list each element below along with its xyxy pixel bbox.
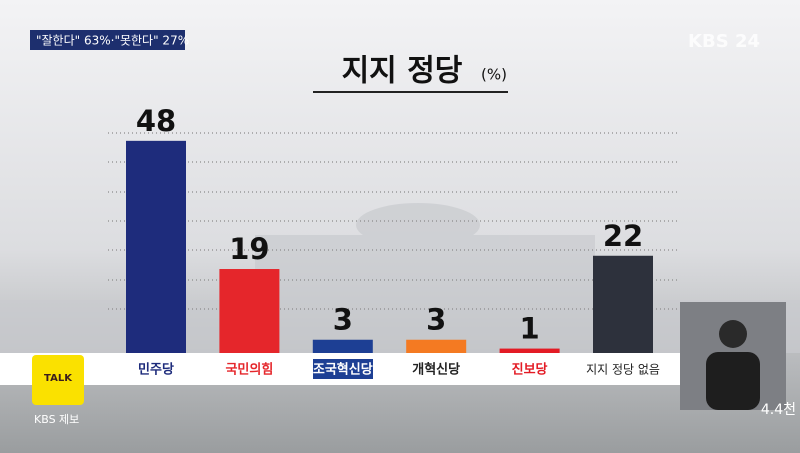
category-label: 민주당 xyxy=(138,362,174,378)
category-label: 진보당 xyxy=(512,362,548,378)
caption-box xyxy=(30,30,185,50)
unit: (%) xyxy=(481,66,507,84)
value-label: 22 xyxy=(603,219,643,253)
bar xyxy=(219,269,280,353)
value-label: 48 xyxy=(136,104,176,138)
bar xyxy=(406,339,467,353)
tip-text: KBS 제보 xyxy=(34,413,79,426)
category-label: 개혁신당 xyxy=(412,362,460,378)
views: 4.4천 xyxy=(761,402,796,418)
bar xyxy=(593,255,653,353)
dotted-lines xyxy=(108,132,680,310)
category-label: 조국혁신당 xyxy=(313,362,373,378)
label-box xyxy=(313,359,373,379)
category-label: 국민의힘 xyxy=(225,362,273,378)
value-label: 3 xyxy=(426,303,446,337)
bar xyxy=(126,140,186,353)
chart-title: 지지 정당 xyxy=(342,54,463,89)
signer-head xyxy=(719,320,747,348)
value-label: 1 xyxy=(520,312,540,346)
bar xyxy=(499,348,560,353)
signer-body xyxy=(706,352,760,410)
logo: KBS 24 xyxy=(688,31,760,52)
value-label: 19 xyxy=(229,232,269,266)
category-label: 지지 정당 없음 xyxy=(586,363,660,377)
kakao-icon xyxy=(32,355,84,405)
bar xyxy=(312,339,373,353)
value-label: 3 xyxy=(333,303,353,337)
caption: "잘한다" 63%·"못한다" 27% xyxy=(36,34,189,48)
kakao-text: TALK xyxy=(44,373,73,384)
